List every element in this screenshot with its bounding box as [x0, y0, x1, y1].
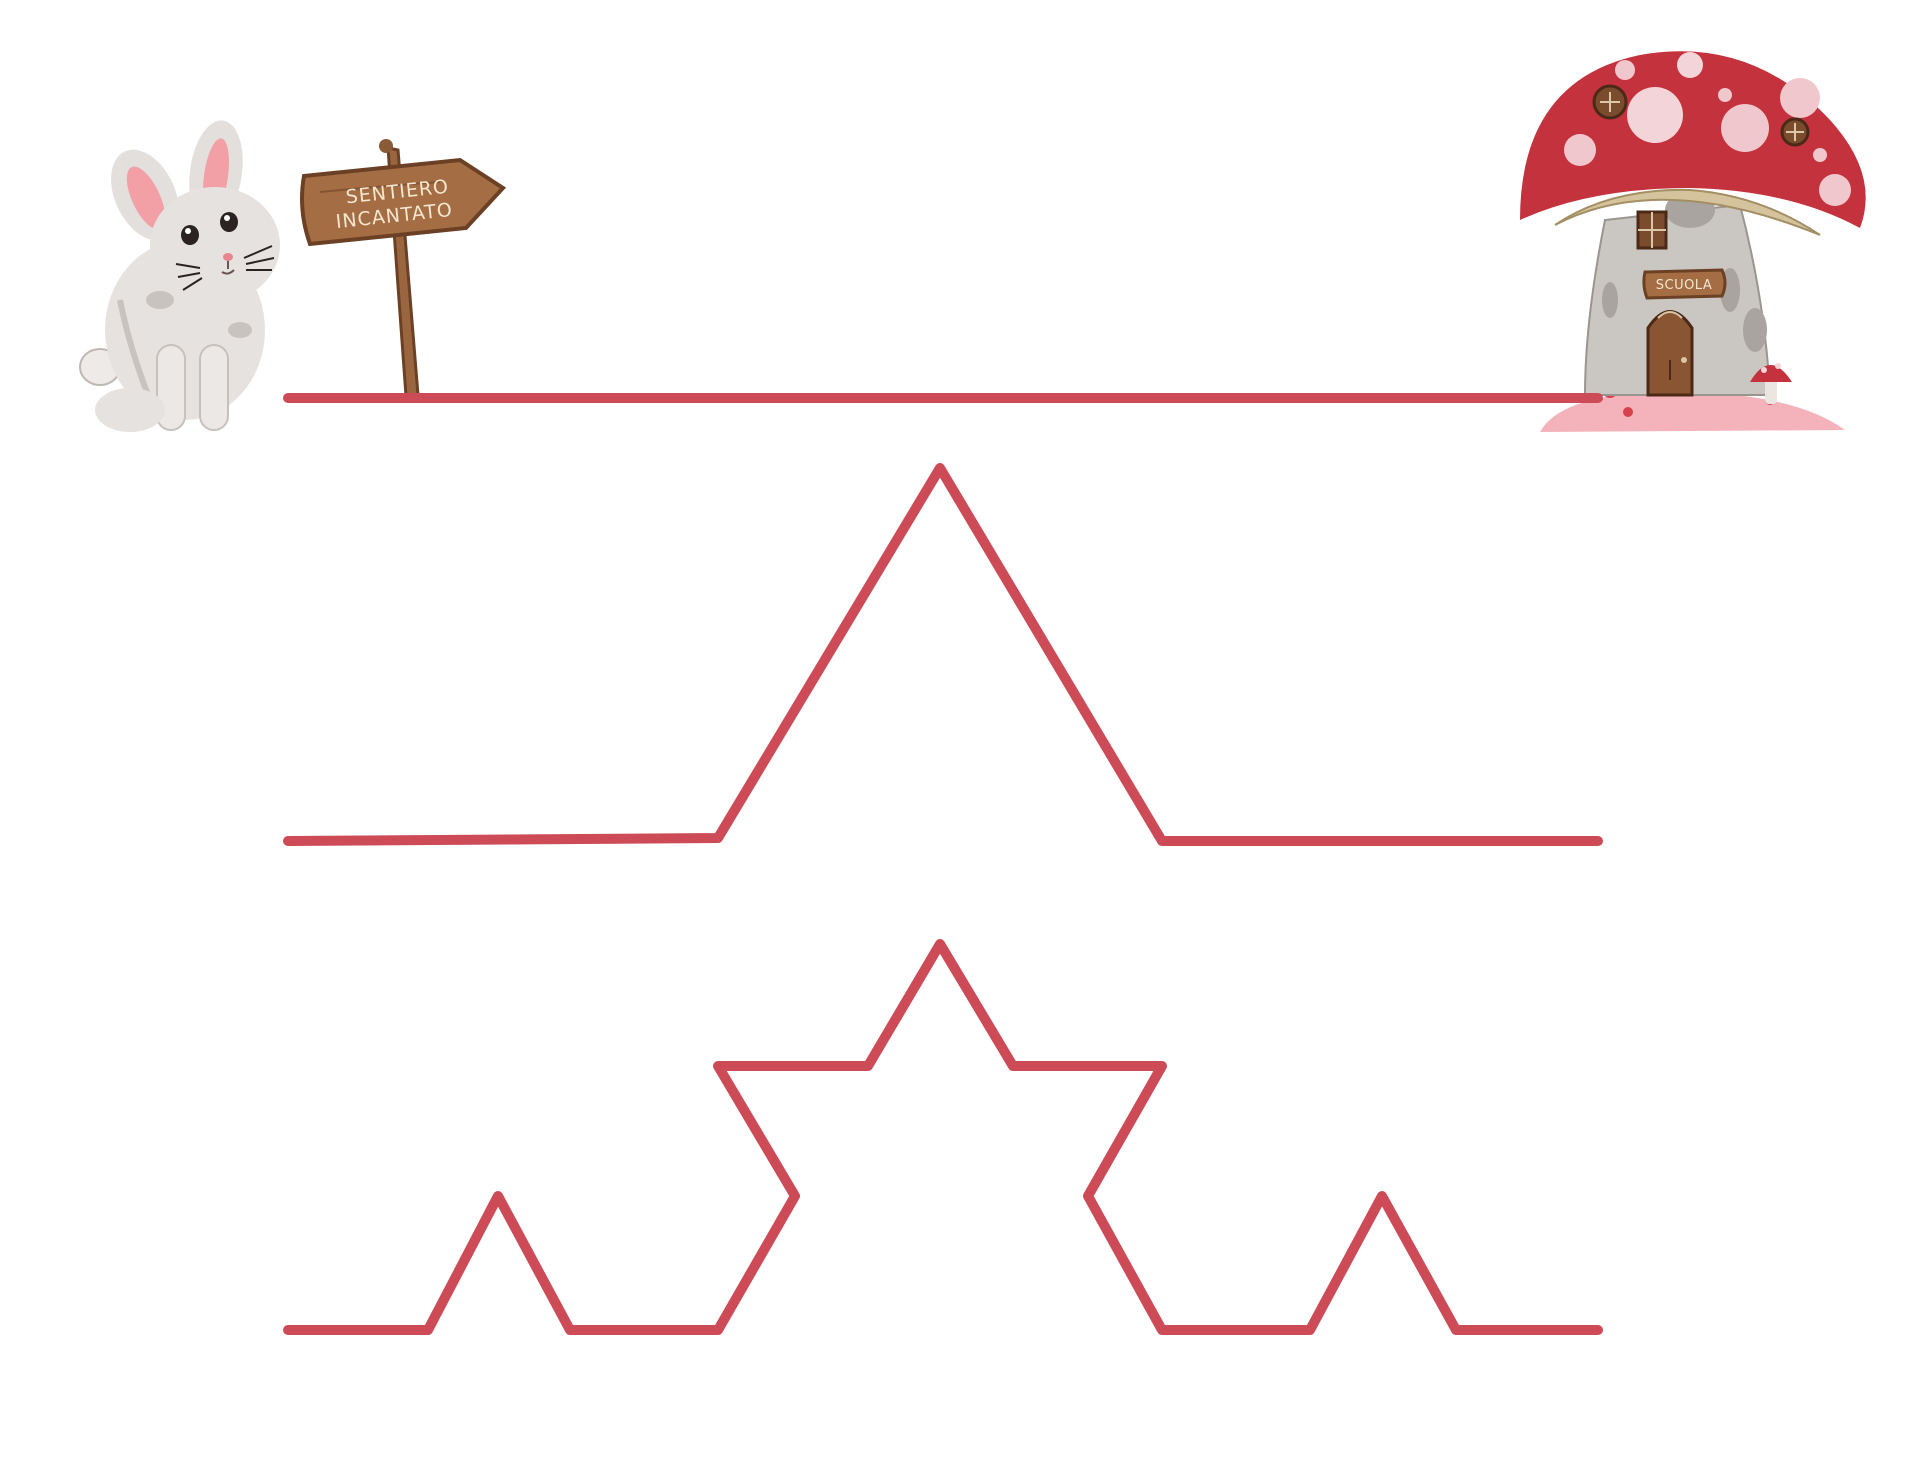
koch-path	[283, 939, 1603, 1335]
tracing-paths	[283, 393, 1603, 1335]
mushroom-house-icon: SCUOLA	[1520, 51, 1866, 432]
signpost-icon: SENTIERO INCANTATO	[300, 139, 507, 398]
house-sign: SCUOLA	[1656, 278, 1713, 293]
one-peak-path	[283, 463, 1603, 846]
bunny-icon	[79, 120, 280, 432]
